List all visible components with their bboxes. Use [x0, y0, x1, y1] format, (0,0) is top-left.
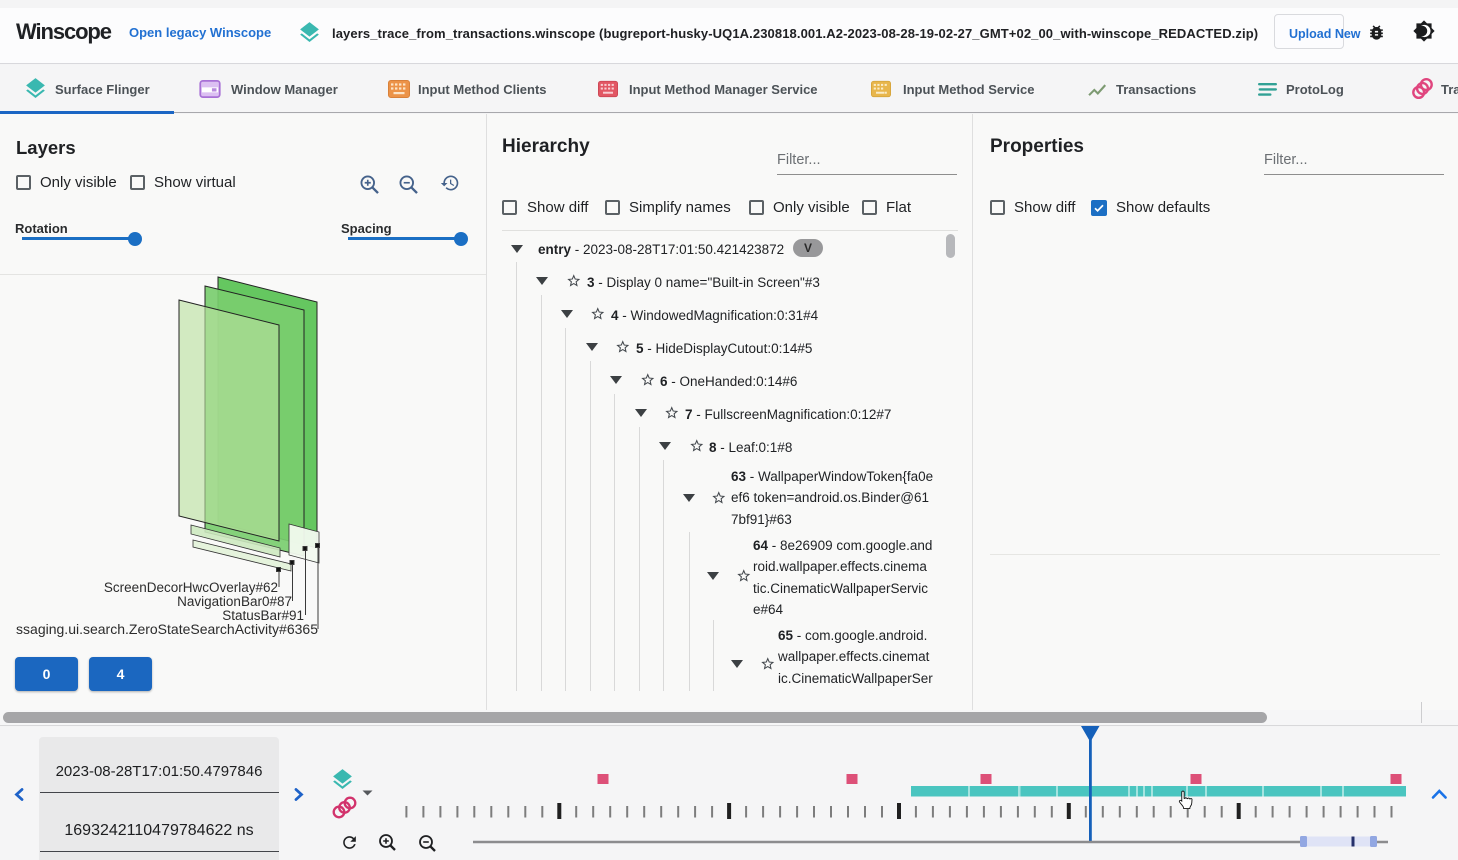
svg-text:ssaging.ui.search.ZeroStateSea: ssaging.ui.search.ZeroStateSearchActivit… — [16, 621, 318, 637]
svg-text:NavigationBar0#87: NavigationBar0#87 — [177, 594, 292, 609]
svg-text:StatusBar#91: StatusBar#91 — [222, 608, 304, 623]
svg-text:ScreenDecorHwcOverlay#62: ScreenDecorHwcOverlay#62 — [104, 580, 278, 595]
